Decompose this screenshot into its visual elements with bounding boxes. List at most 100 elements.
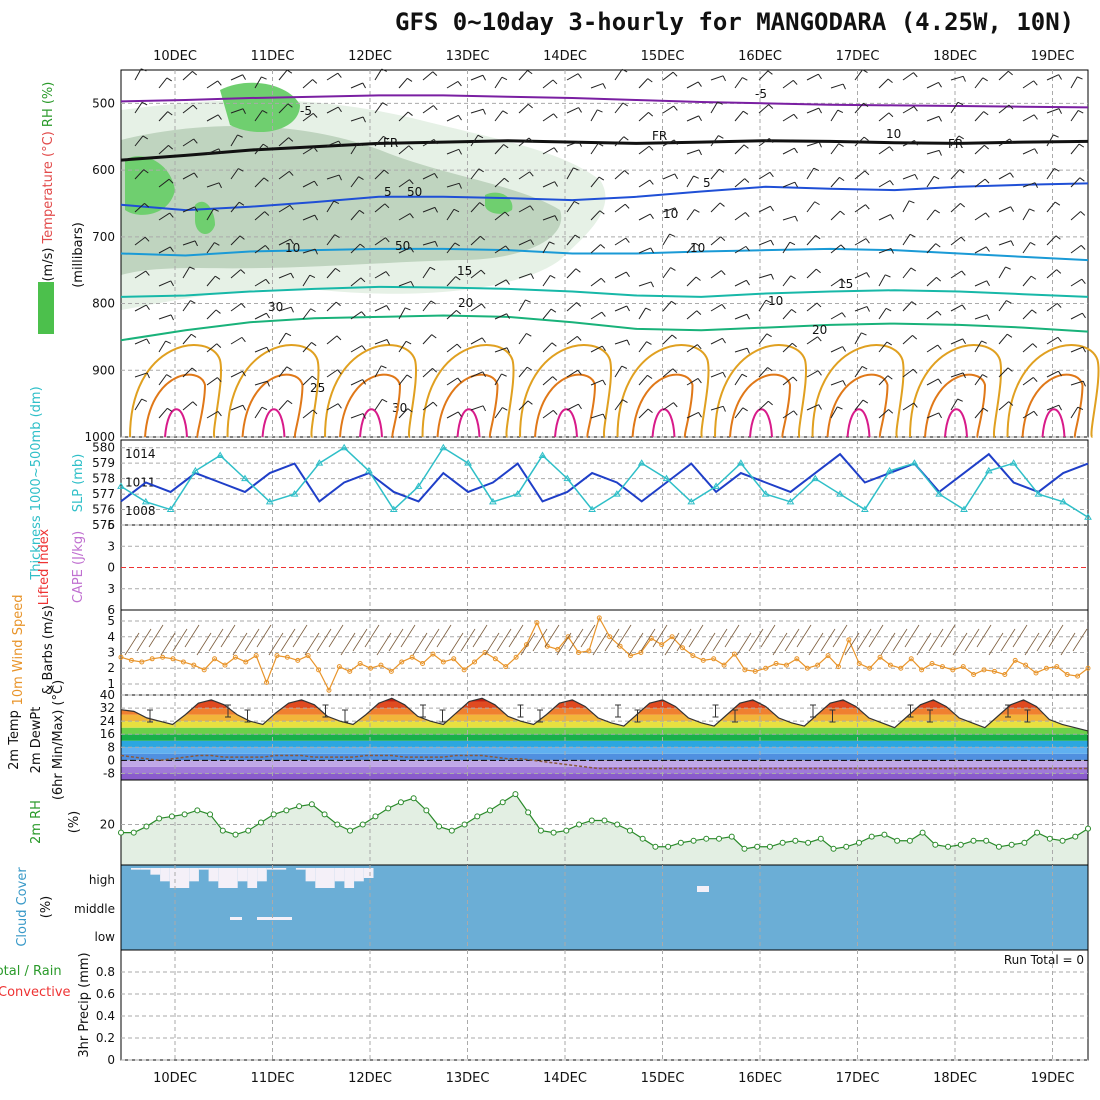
lifted-tick: 6: [107, 603, 115, 617]
wind-barb: [638, 145, 654, 155]
wind10-point: [430, 651, 436, 657]
wind-barb: [350, 379, 366, 386]
rh2m-point: [537, 827, 544, 834]
wind-barb: [206, 309, 221, 320]
rh2m-point: [868, 833, 875, 840]
thickness-point: [290, 490, 299, 497]
wind-barb: [974, 314, 990, 321]
wind-barb: [374, 135, 389, 147]
thickness-point: [761, 490, 770, 497]
precip-tick: 0.6: [96, 987, 115, 1001]
wind-barb: [662, 402, 678, 411]
rh2m-point: [1072, 833, 1079, 840]
thickness-point: [191, 466, 200, 474]
wind-barb: [974, 246, 990, 254]
cloud-level-tick: high: [89, 873, 115, 887]
wind-barb: [974, 212, 990, 221]
wind-barb: [134, 398, 147, 411]
rh2m-point: [1034, 829, 1041, 836]
temp-band: [121, 721, 1088, 728]
wind-barb: [614, 102, 629, 114]
wind10-barb: [316, 628, 332, 652]
wind-barb: [638, 307, 651, 320]
rh2m-point: [983, 837, 990, 844]
wind-barb: [254, 143, 269, 155]
isotherm-label: FR: [383, 136, 398, 150]
wind-barb: [974, 144, 989, 155]
wind10-barb: [664, 632, 680, 656]
wind-barb: [878, 274, 891, 287]
wind10-point: [420, 661, 426, 667]
cloud-high-bar: [160, 868, 170, 882]
wind-barb: [158, 340, 171, 353]
isotherm-25: [714, 344, 807, 438]
wind-barb: [374, 398, 388, 411]
wind-barb: [638, 374, 653, 386]
wind-barb: [206, 410, 222, 419]
wind10-barb: [304, 632, 320, 656]
wind-barb: [446, 343, 462, 353]
wind-barb: [374, 339, 390, 345]
wind10-barb: [580, 624, 596, 648]
wind10-point: [919, 667, 925, 673]
ylabel-part: Temperature (°C): [41, 127, 56, 244]
wind-barb: [758, 239, 774, 246]
wind-barb: [278, 366, 292, 378]
wind10-point: [783, 662, 789, 668]
ylabel-part: 10m Wind Speed: [11, 595, 26, 706]
wind-barb: [374, 365, 387, 378]
wind-barb: [422, 266, 436, 279]
wind-barb: [1046, 108, 1062, 114]
rh2m-point: [308, 801, 315, 808]
wind-barb: [350, 243, 365, 254]
wind-barb: [638, 213, 654, 221]
wind-barb: [614, 305, 630, 312]
wind10-point: [960, 664, 966, 670]
temp2m-tick: 16: [100, 727, 115, 741]
wind-barb: [398, 77, 413, 89]
date-label-bottom: 10DEC: [153, 1071, 197, 1086]
wind-barb: [422, 367, 438, 378]
wind-barb: [782, 309, 797, 320]
wind-barb: [374, 169, 389, 180]
wind-barb: [758, 138, 774, 147]
isotherm-label: 5: [384, 185, 392, 199]
wind-barb: [1046, 168, 1060, 180]
wind10-barb: [508, 624, 524, 648]
wind-barb: [950, 75, 966, 82]
wind-barb: [374, 102, 388, 114]
minmax-marker: [1024, 709, 1031, 723]
rh-legend-swatch: [38, 282, 54, 334]
wind-barb: [230, 336, 246, 345]
wind-barb: [494, 144, 509, 155]
minmax-marker: [907, 704, 914, 718]
rh2m-point: [728, 833, 735, 840]
wind-barb: [614, 170, 630, 180]
wind-barb: [302, 248, 318, 255]
thickness-tick: 579: [92, 456, 115, 470]
wind10-point: [118, 654, 124, 660]
slp-tick: 1008: [125, 504, 156, 518]
wind-barb: [686, 209, 700, 221]
wind-barb: [590, 142, 604, 155]
wind-barb: [494, 76, 508, 89]
wind10-barb: [556, 632, 572, 656]
wind-barb: [278, 204, 294, 213]
rh2m-point: [334, 821, 341, 828]
wind10-point: [939, 664, 945, 670]
wind10-point: [1033, 670, 1039, 676]
wind-barb: [302, 79, 318, 89]
wind-barb: [494, 373, 507, 386]
thickness-point: [885, 466, 894, 474]
wind-barb: [974, 280, 990, 287]
wind-barb: [878, 180, 894, 188]
rh2m-point: [652, 843, 659, 850]
wind-barb: [1046, 269, 1062, 279]
wind-barb: [278, 306, 294, 313]
wind-barb: [614, 271, 630, 279]
wind-barb: [326, 335, 342, 345]
wind-barb: [878, 146, 894, 155]
wind10-point: [711, 656, 717, 662]
wind-barb: [902, 368, 918, 378]
pressure-tick: 700: [92, 230, 115, 244]
